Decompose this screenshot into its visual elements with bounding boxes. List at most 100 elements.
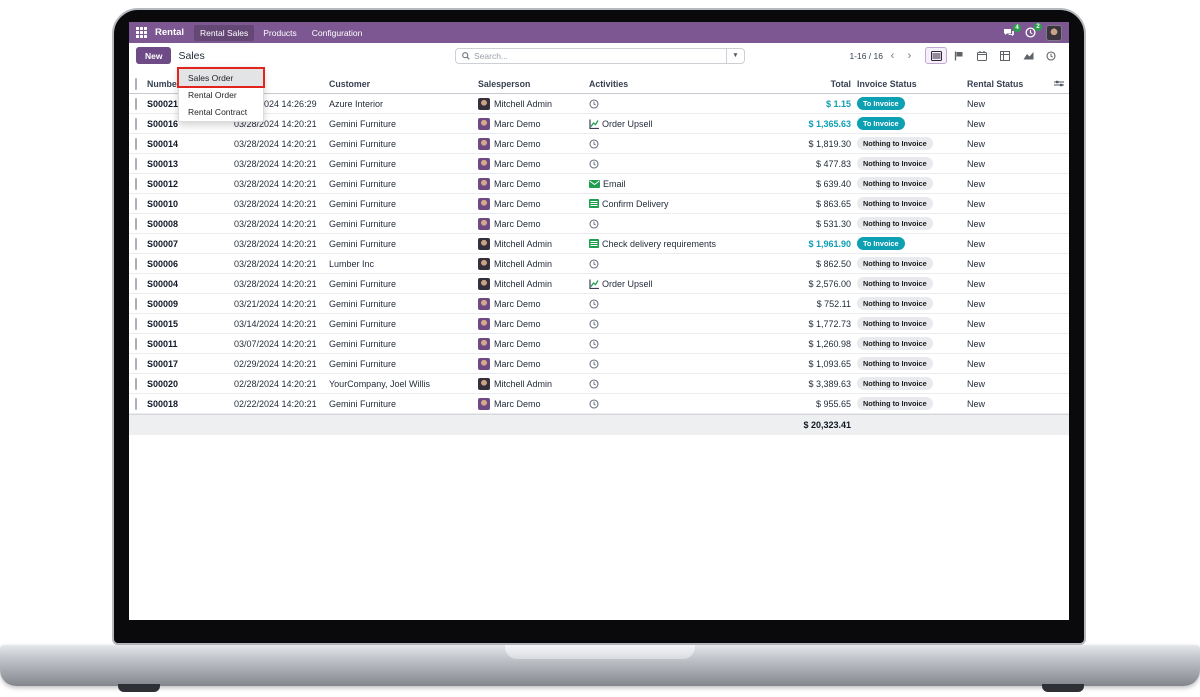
order-number: S00006: [147, 258, 179, 269]
order-number: S00015: [147, 318, 179, 329]
order-date: 03/28/2024 14:20:21: [234, 238, 317, 249]
dropdown-item-rental-contract[interactable]: Rental Contract: [188, 106, 248, 117]
select-all-checkbox[interactable]: [135, 77, 137, 90]
activity-cell[interactable]: [589, 218, 754, 229]
activity-label: Confirm Delivery: [602, 198, 669, 209]
menu-configuration[interactable]: Configuration: [311, 27, 363, 38]
header-salesperson[interactable]: Salesperson: [478, 78, 531, 89]
dropdown-item-sales-order[interactable]: Sales Order: [177, 67, 265, 88]
order-date: 02/28/2024 14:20:21: [234, 378, 317, 389]
table-row[interactable]: S00021 03/28/2024 14:26:29 Azure Interio…: [129, 94, 1069, 114]
view-activity-button[interactable]: [1040, 47, 1062, 64]
invoice-status-badge: Nothing to Invoice: [857, 257, 933, 270]
activity-cell[interactable]: [589, 158, 754, 169]
activity-cell[interactable]: [589, 298, 754, 309]
row-checkbox[interactable]: [135, 157, 137, 170]
row-checkbox[interactable]: [135, 277, 137, 290]
row-checkbox[interactable]: [135, 297, 137, 310]
dropdown-item-rental-order[interactable]: Rental Order: [188, 89, 237, 100]
header-activities[interactable]: Activities: [589, 78, 629, 89]
activity-cell[interactable]: Order Upsell: [589, 119, 754, 129]
header-invoice-status[interactable]: Invoice Status: [857, 78, 917, 89]
view-switcher: [925, 47, 1062, 64]
view-list-button[interactable]: [925, 47, 947, 64]
activity-cell[interactable]: Order Upsell: [589, 279, 754, 289]
header-number[interactable]: Number: [147, 78, 181, 89]
row-checkbox[interactable]: [135, 237, 137, 250]
header-rental-status[interactable]: Rental Status: [967, 78, 1024, 89]
table-row[interactable]: S00014 03/28/2024 14:20:21 Gemini Furnit…: [129, 134, 1069, 154]
search-dropdown-caret-icon[interactable]: ▼: [726, 48, 744, 63]
salesperson-avatar: [478, 357, 490, 370]
activity-cell[interactable]: Email: [589, 179, 754, 189]
view-calendar-button[interactable]: [971, 47, 993, 64]
view-kanban-button[interactable]: [948, 47, 970, 64]
activity-cell[interactable]: Confirm Delivery: [589, 199, 754, 209]
table-row[interactable]: S00010 03/28/2024 14:20:21 Gemini Furnit…: [129, 194, 1069, 214]
table-row[interactable]: S00007 03/28/2024 14:20:21 Gemini Furnit…: [129, 234, 1069, 254]
table-row[interactable]: S00016 03/28/2024 14:20:21 Gemini Furnit…: [129, 114, 1069, 134]
header-customer[interactable]: Customer: [329, 78, 371, 89]
order-date: 03/28/2024 14:20:21: [234, 258, 317, 269]
menu-rental-sales[interactable]: Rental Sales: [194, 24, 255, 41]
row-checkbox[interactable]: [135, 397, 137, 410]
row-checkbox[interactable]: [135, 97, 137, 110]
activity-cell[interactable]: [589, 338, 754, 349]
table-row[interactable]: S00017 02/29/2024 14:20:21 Gemini Furnit…: [129, 354, 1069, 374]
activity-cell[interactable]: Check delivery requirements: [589, 239, 754, 249]
email-icon: [589, 179, 600, 188]
activity-label: Email: [603, 178, 626, 189]
activity-cell[interactable]: [589, 358, 754, 369]
optional-columns-icon[interactable]: [1054, 79, 1069, 88]
row-checkbox[interactable]: [135, 377, 137, 390]
view-pivot-button[interactable]: [994, 47, 1016, 64]
row-checkbox[interactable]: [135, 177, 137, 190]
table-row[interactable]: S00013 03/28/2024 14:20:21 Gemini Furnit…: [129, 154, 1069, 174]
invoice-status-badge: Nothing to Invoice: [857, 317, 933, 330]
view-graph-button[interactable]: [1017, 47, 1039, 64]
table-row[interactable]: S00020 02/28/2024 14:20:21 YourCompany, …: [129, 374, 1069, 394]
table-row[interactable]: S00015 03/14/2024 14:20:21 Gemini Furnit…: [129, 314, 1069, 334]
table-row[interactable]: S00006 03/28/2024 14:20:21 Lumber Inc Mi…: [129, 254, 1069, 274]
activity-cell[interactable]: [589, 138, 754, 149]
user-avatar[interactable]: [1046, 24, 1062, 41]
order-number: S00009: [147, 298, 179, 309]
row-checkbox[interactable]: [135, 137, 137, 150]
app-name[interactable]: Rental: [155, 27, 185, 38]
row-checkbox[interactable]: [135, 337, 137, 350]
table-row[interactable]: S00012 03/28/2024 14:20:21 Gemini Furnit…: [129, 174, 1069, 194]
row-checkbox[interactable]: [135, 357, 137, 370]
customer-name: Gemini Furniture: [329, 298, 397, 309]
messages-icon[interactable]: 4: [1003, 23, 1021, 38]
salesperson-avatar: [478, 237, 490, 250]
activity-cell[interactable]: [589, 378, 754, 389]
rental-status: New: [967, 98, 986, 109]
activity-cell[interactable]: [589, 318, 754, 329]
pager-next-button[interactable]: ›: [907, 49, 912, 62]
table-row[interactable]: S00018 02/22/2024 14:20:21 Gemini Furnit…: [129, 394, 1069, 414]
row-checkbox[interactable]: [135, 257, 137, 270]
table-row[interactable]: S00004 03/28/2024 14:20:21 Gemini Furnit…: [129, 274, 1069, 294]
new-button[interactable]: New: [136, 47, 172, 64]
activity-cell[interactable]: [589, 98, 754, 109]
row-checkbox[interactable]: [135, 217, 137, 230]
search-input[interactable]: [474, 50, 726, 61]
order-date: 03/28/2024 14:20:21: [234, 198, 317, 209]
salesperson-name: Mitchell Admin: [494, 378, 553, 389]
pager-prev-button[interactable]: ‹: [890, 49, 895, 62]
header-total[interactable]: Total: [830, 78, 851, 89]
search-bar[interactable]: ▼: [455, 47, 745, 64]
table-row[interactable]: S00009 03/21/2024 14:20:21 Gemini Furnit…: [129, 294, 1069, 314]
row-checkbox[interactable]: [135, 117, 137, 130]
activity-cell[interactable]: [589, 398, 754, 409]
breadcrumb[interactable]: Sales: [178, 49, 205, 62]
table-row[interactable]: S00011 03/07/2024 14:20:21 Gemini Furnit…: [129, 334, 1069, 354]
apps-grid-icon[interactable]: [136, 27, 147, 38]
activity-cell[interactable]: [589, 258, 754, 269]
table-row[interactable]: S00008 03/28/2024 14:20:21 Gemini Furnit…: [129, 214, 1069, 234]
activities-clock-icon[interactable]: 2: [1025, 23, 1042, 38]
salesperson-avatar: [478, 97, 490, 110]
row-checkbox[interactable]: [135, 197, 137, 210]
row-checkbox[interactable]: [135, 317, 137, 330]
menu-products[interactable]: Products: [263, 27, 297, 38]
